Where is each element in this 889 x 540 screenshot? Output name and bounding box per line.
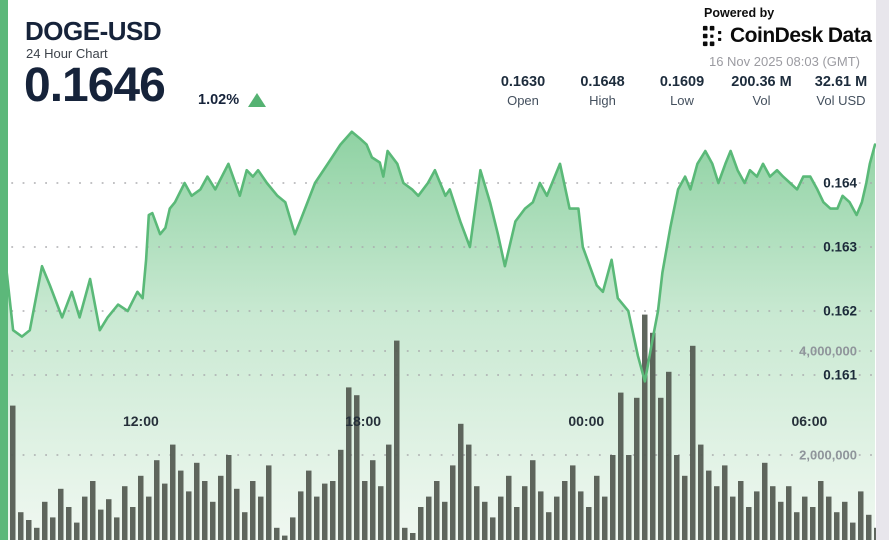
price-change: 1.02% xyxy=(198,92,267,108)
price-line xyxy=(0,130,876,383)
change-percent: 1.02% xyxy=(198,92,240,108)
coindesk-logo-icon xyxy=(702,25,722,47)
stat-open: 0.1630 Open xyxy=(492,74,554,108)
price-area xyxy=(0,131,875,540)
volume-bars xyxy=(2,314,876,540)
brand-name: CoinDesk Data xyxy=(730,24,872,48)
stat-low: 0.1609 Low xyxy=(651,74,713,108)
right-gutter xyxy=(876,0,889,540)
stat-high-label: High xyxy=(589,93,616,108)
stat-vol: 200.36 M Vol xyxy=(731,74,793,108)
stat-vol-value: 200.36 M xyxy=(731,74,792,90)
powered-by-label: Powered by xyxy=(704,6,775,20)
stat-vol-usd-label: Vol USD xyxy=(816,93,866,108)
chart-subtitle: 24 Hour Chart xyxy=(26,46,108,61)
left-accent-strip xyxy=(0,0,8,540)
stat-high-value: 0.1648 xyxy=(580,74,625,90)
page-title: DOGE-USD xyxy=(25,16,162,46)
coindesk-brand[interactable]: CoinDesk Data xyxy=(702,24,872,48)
stats-row: 0.1630 Open 0.1648 High 0.1609 Low 200.3… xyxy=(492,74,872,108)
stat-low-label: Low xyxy=(670,93,694,108)
brand-data: Data xyxy=(827,24,872,47)
current-price: 0.1646 xyxy=(24,59,166,112)
stat-high: 0.1648 High xyxy=(572,74,634,108)
stat-open-label: Open xyxy=(507,93,539,108)
stat-open-value: 0.1630 xyxy=(500,74,546,90)
stat-low-value: 0.1609 xyxy=(659,74,705,90)
stat-vol-usd-value: 32.61 M xyxy=(814,74,868,90)
stat-vol-label: Vol xyxy=(752,93,771,108)
brand-coindesk: CoinDesk xyxy=(730,24,823,47)
stat-vol-usd: 32.61 M Vol USD xyxy=(810,74,872,108)
arrow-up-icon xyxy=(248,93,267,107)
timestamp: 16 Nov 2025 08:03 (GMT) xyxy=(708,54,860,69)
